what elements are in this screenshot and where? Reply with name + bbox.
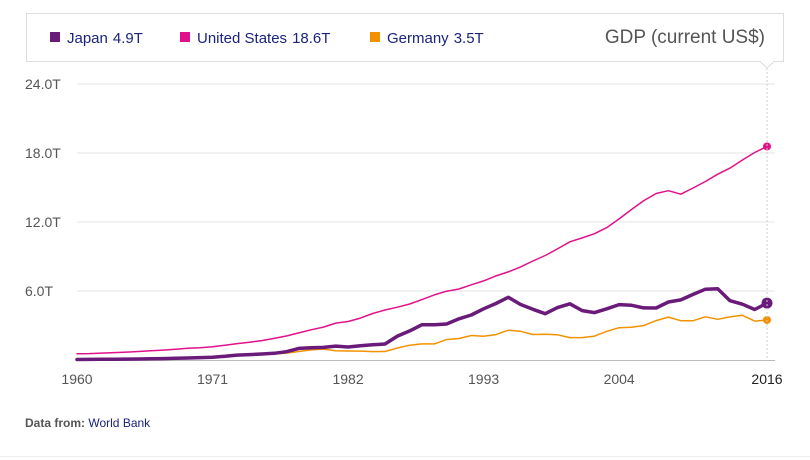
- legend-label: Japan 4.9T: [67, 30, 143, 47]
- end-point-germany[interactable]: [763, 315, 771, 324]
- legend: Japan 4.9T United States 18.6T Germany 3.5T G…: [26, 13, 784, 69]
- legend-item-japan[interactable]: Japan 4.9T: [50, 30, 143, 47]
- data-source: Data from: World Bank: [25, 416, 150, 430]
- grid-lines: [77, 83, 775, 361]
- y-tick-label: 24.0T: [25, 76, 61, 92]
- x-tick-label: 2016: [751, 371, 782, 387]
- legend-item-germany[interactable]: Germany 3.5T: [370, 30, 484, 47]
- legend-swatch: [50, 32, 60, 42]
- source-label: Data from:: [25, 416, 86, 430]
- x-tick-label: 1971: [197, 371, 228, 387]
- source-link[interactable]: World Bank: [88, 416, 151, 430]
- legend-label: United States 18.6T: [197, 30, 330, 47]
- legend-swatch: [370, 32, 380, 42]
- x-tick-label: 1960: [61, 371, 92, 387]
- end-point-japan[interactable]: [761, 297, 773, 309]
- legend-swatch: [180, 32, 190, 42]
- y-tick-label: 6.0T: [25, 283, 53, 299]
- series-line-germany[interactable]: [199, 314, 768, 359]
- y-tick-label: 12.0T: [25, 214, 61, 230]
- end-markers: [761, 142, 773, 324]
- legend-item-united-states[interactable]: United States 18.6T: [180, 30, 330, 47]
- end-point-united-states[interactable]: [763, 142, 771, 151]
- series-lines: [75, 145, 769, 362]
- series-line-united-states[interactable]: [76, 145, 768, 355]
- y-tick-label: 18.0T: [25, 145, 61, 161]
- x-tick-label: 2004: [604, 371, 635, 387]
- chart-title: GDP (current US$): [605, 27, 765, 48]
- x-axis-labels: 1960 1971 1982 1993 2004 2016: [61, 371, 782, 387]
- bottom-divider: [0, 456, 810, 457]
- x-tick-label: 1982: [332, 371, 363, 387]
- x-tick-label: 1993: [468, 371, 499, 387]
- gdp-line-chart: 6.0T 12.0T 18.0T 24.0T 1960 1971 1982 1993 2004…: [25, 13, 784, 387]
- legend-label: Germany 3.5T: [387, 30, 484, 47]
- y-axis-labels: 6.0T 12.0T 18.0T 24.0T: [25, 76, 61, 299]
- legend-box: [26, 13, 784, 69]
- series-line-japan[interactable]: [75, 286, 769, 362]
